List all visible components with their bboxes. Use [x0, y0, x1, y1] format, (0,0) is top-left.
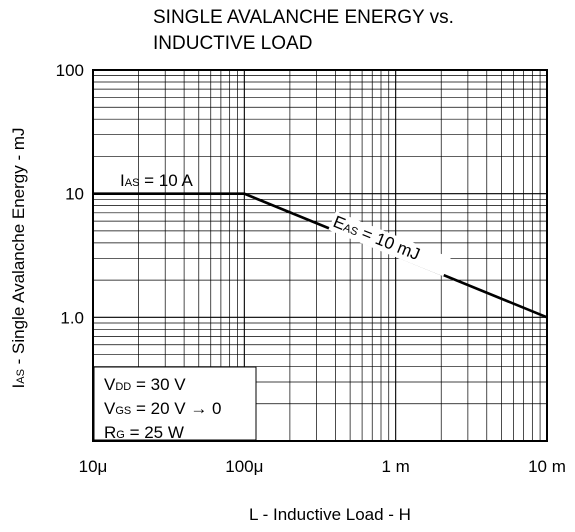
y-axis-label: IAS - Single Avalanche Energy - mJ — [9, 127, 28, 388]
y-tick-label: 100 — [56, 61, 84, 80]
condition-rg-rest: = 25 W — [125, 423, 184, 442]
conditions-box-background — [93, 366, 257, 441]
y-tick-label: 1.0 — [60, 308, 84, 327]
x-tick-label: 10 m — [528, 457, 566, 476]
x-tick-label: 1 m — [381, 457, 409, 476]
y-tick-label: 10 — [65, 185, 84, 204]
condition-vdd-rest: = 30 V — [131, 375, 186, 394]
condition-vgs-main: V — [104, 399, 116, 418]
condition-rg-subscript: G — [116, 429, 125, 441]
eas-annotation: EAS = 10 mJ — [331, 212, 423, 264]
y-axis-label-rest: - Single Avalanche Energy - mJ — [9, 127, 28, 369]
condition-vdd-main: V — [104, 375, 116, 394]
x-tick-label: 10μ — [79, 457, 108, 476]
ias-annotation: IAS = 10 A — [120, 171, 193, 190]
condition-rg: RG = 25 W — [104, 423, 184, 442]
y-axis-label-subscript: AS — [15, 369, 27, 384]
x-axis-label: L - Inductive Load - H — [249, 505, 411, 524]
chart-series — [93, 192, 548, 319]
condition-vgs-rest: = 20 V → 0 — [131, 399, 221, 418]
eas-subscript: AS — [341, 222, 359, 239]
condition-vdd: VDD = 30 V — [104, 375, 186, 394]
chart-title-line-1: SINGLE AVALANCHE ENERGY vs. — [153, 7, 454, 28]
plot-frame — [92, 69, 548, 442]
y-axis-label-main: I — [9, 384, 28, 389]
condition-rg-main: R — [104, 423, 116, 442]
conditions-box: VDD = 30 V VGS = 20 V → 0 RG = 25 W — [93, 366, 257, 442]
y-tick-labels: 100 10 1.0 — [56, 61, 84, 327]
x-tick-labels: 10μ 100μ 1 m 10 m — [79, 457, 566, 476]
chart-title-line-2: INDUCTIVE LOAD — [153, 33, 312, 54]
series-line — [93, 192, 548, 319]
condition-vdd-subscript: DD — [115, 381, 131, 393]
chart-title: SINGLE AVALANCHE ENERGY vs. INDUCTIVE LO… — [153, 7, 454, 54]
condition-vgs-subscript: GS — [115, 405, 131, 417]
ias-rest: = 10 A — [139, 171, 193, 190]
x-tick-label: 100μ — [225, 457, 263, 476]
ias-main: I — [120, 171, 125, 190]
eas-annotation-background — [328, 211, 451, 277]
condition-vgs: VGS = 20 V → 0 — [104, 399, 222, 418]
ias-subscript: AS — [125, 177, 140, 189]
